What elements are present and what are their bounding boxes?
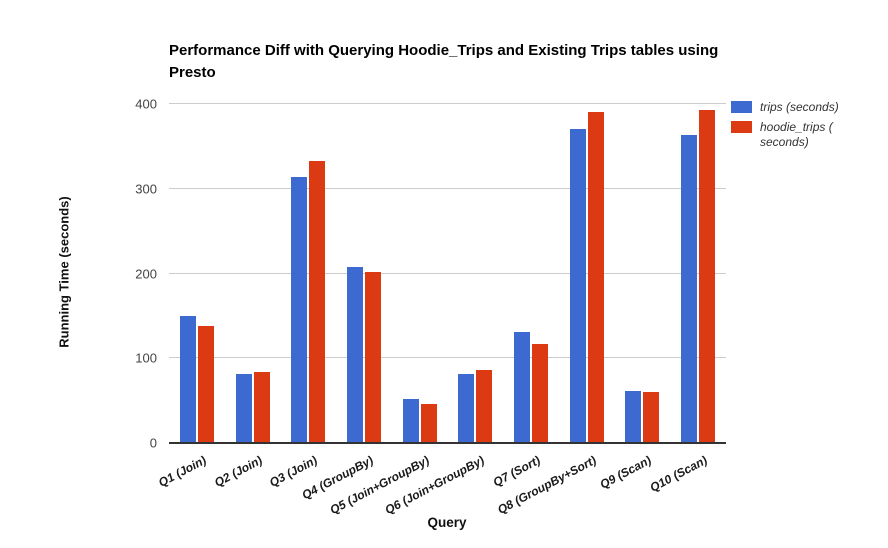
gridline-200	[169, 272, 726, 274]
bar-trips-2[interactable]	[235, 374, 252, 443]
x-tick-label-2: Q2 (Join)	[211, 453, 265, 490]
bar-group-2	[225, 104, 281, 443]
bar-hoodie_trips-2[interactable]	[253, 371, 270, 443]
y-tick-label-300: 300	[135, 181, 157, 197]
bar-group-8	[559, 104, 615, 443]
y-tick-label-0: 0	[149, 435, 157, 451]
bar-trips-7[interactable]	[514, 331, 531, 443]
legend-label: hoodie_trips (seconds)	[760, 120, 833, 149]
bar-trips-9[interactable]	[625, 391, 642, 443]
bar-trips-8[interactable]	[569, 128, 586, 443]
bar-hoodie_trips-8[interactable]	[587, 112, 604, 443]
legend: trips (seconds) hoodie_trips (seconds)	[731, 100, 839, 155]
bar-group-1	[169, 104, 225, 443]
bar-group-7	[503, 104, 559, 443]
chart-title: Performance Diff with Querying Hoodie_Tr…	[169, 42, 719, 81]
bar-hoodie_trips-9[interactable]	[643, 392, 660, 443]
legend-swatch-icon	[731, 101, 752, 113]
x-tick-label-1: Q1 (Join)	[155, 453, 209, 490]
x-tick-label-6: Q6 (Join+GroupBy)	[382, 453, 487, 518]
plot-area: 0 100 200 300 400	[135, 97, 726, 451]
y-tick-label-100: 100	[135, 350, 157, 366]
bar-trips-6[interactable]	[458, 373, 475, 443]
x-tick-label-10: Q10 (Scan)	[647, 453, 710, 495]
gridline-100	[169, 357, 726, 359]
gridline-400	[169, 103, 726, 104]
y-tick-label-200: 200	[135, 266, 157, 281]
bar-group-3	[280, 104, 336, 443]
bar-hoodie_trips-3[interactable]	[309, 160, 326, 443]
bar-group-10	[670, 104, 726, 443]
bar-trips-5[interactable]	[402, 398, 419, 443]
bar-group-4	[336, 104, 392, 443]
bar-hoodie_trips-5[interactable]	[420, 404, 437, 443]
bar-trips-10[interactable]	[681, 135, 698, 443]
x-axis-line	[169, 442, 726, 444]
bar-trips-1[interactable]	[179, 315, 196, 443]
bar-group-9	[615, 104, 671, 443]
legend-label: trips (seconds)	[760, 100, 839, 114]
gridline-300	[169, 187, 726, 189]
bar-hoodie_trips-1[interactable]	[197, 326, 214, 443]
legend-item-2: hoodie_trips (seconds)	[731, 120, 839, 150]
x-axis-labels: Q1 (Join) Q2 (Join) Q3 (Join) Q4 (GroupBy) Q…	[156, 445, 726, 517]
x-tick-label-8: Q8 (GroupBy+Sort)	[494, 453, 599, 517]
legend-swatch-icon	[731, 121, 752, 133]
x-axis-title: Query	[427, 515, 467, 530]
bar-hoodie_trips-10[interactable]	[699, 109, 716, 443]
bar-group-5	[392, 104, 448, 443]
x-tick-label-9: Q9 (Scan)	[597, 453, 655, 492]
bar-hoodie_trips-7[interactable]	[532, 343, 549, 443]
x-tick-label-5: Q5 (Join+GroupBy)	[327, 453, 432, 518]
bar-trips-3[interactable]	[291, 176, 308, 443]
y-axis-title: Running Time (seconds)	[56, 196, 72, 348]
bar-trips-4[interactable]	[346, 266, 363, 443]
bar-hoodie_trips-6[interactable]	[476, 370, 493, 443]
bar-group-6	[448, 104, 504, 443]
y-tick-label-400: 400	[135, 96, 157, 112]
legend-item-1: trips (seconds)	[731, 100, 839, 115]
bar-hoodie_trips-4[interactable]	[364, 271, 381, 443]
